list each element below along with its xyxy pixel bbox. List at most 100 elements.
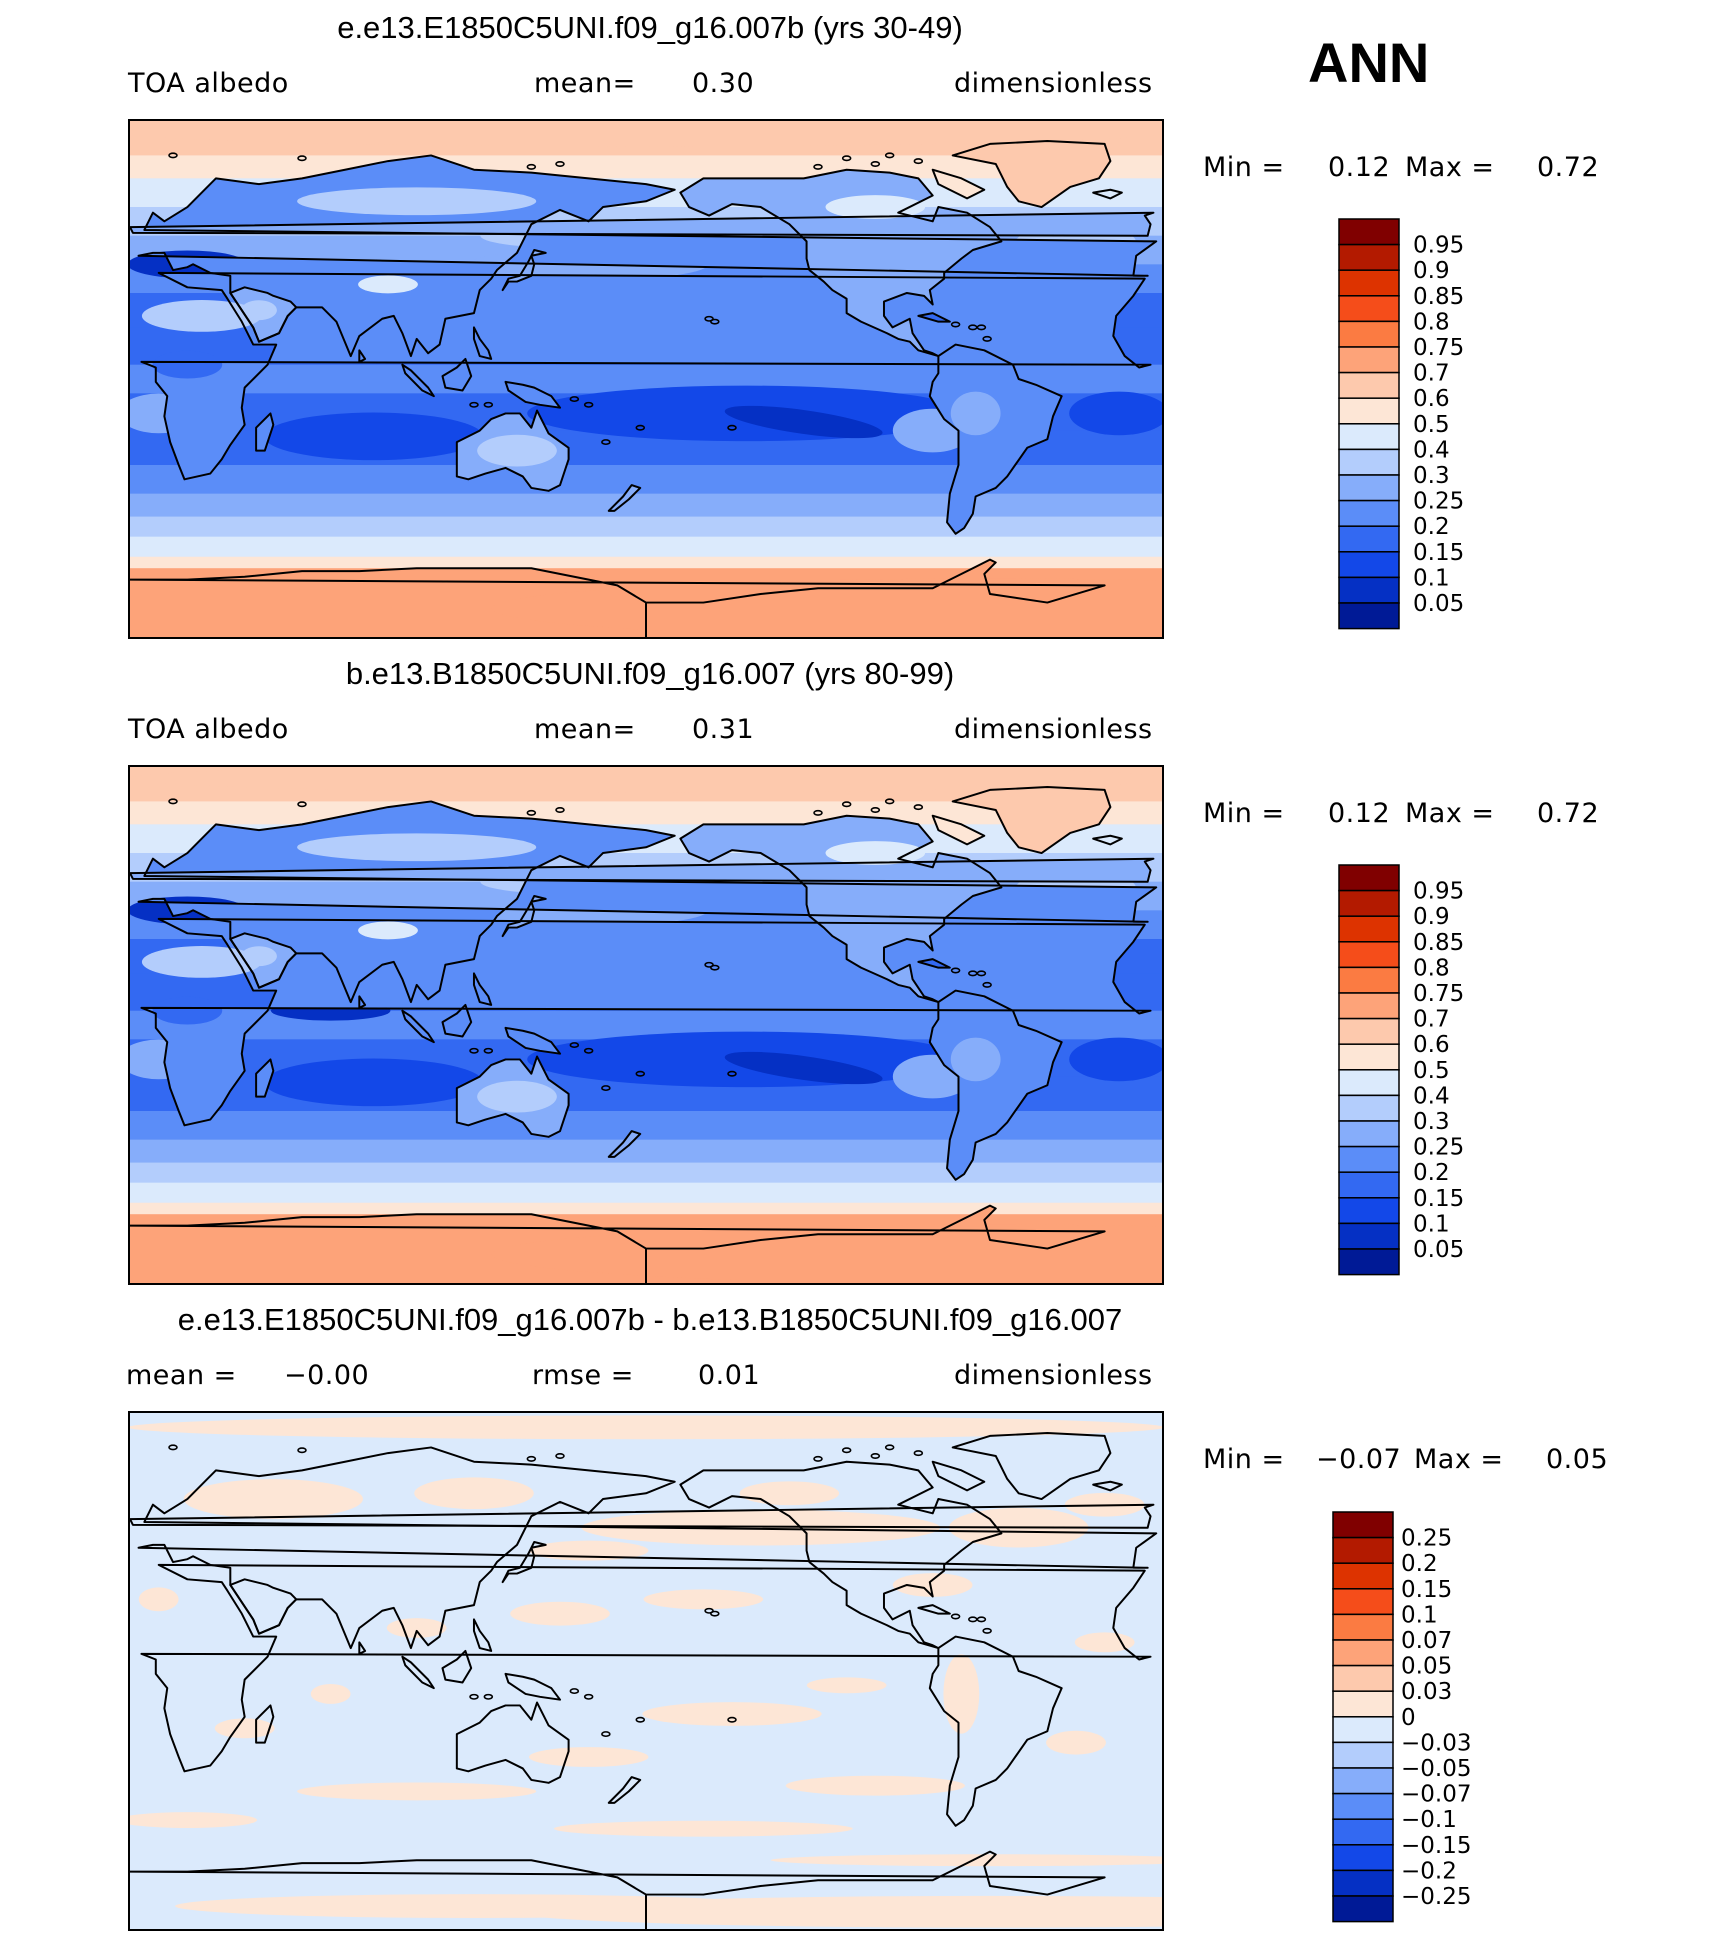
colorbar-segment [1338,966,1400,994]
colorbar: 0.950.90.850.80.750.70.60.50.40.30.250.2… [1338,218,1464,630]
colorbar-label: 0.9 [1413,258,1450,284]
colorbar-segment [1332,1664,1394,1692]
colorbar-label: −0.2 [1401,1858,1457,1884]
colorbar-label: 0.3 [1413,463,1450,489]
colorbar-segment [1338,243,1400,271]
mean-value: −0.00 [284,1360,370,1391]
colorbar-label: 0.15 [1413,1186,1464,1212]
colorbar-segment [1338,1043,1400,1071]
colorbar-label: 0.95 [1413,233,1464,259]
colorbar-label: 0.9 [1413,904,1450,930]
colorbar-segment [1332,1792,1394,1820]
colorbar-segment [1338,602,1400,630]
colorbar-segment [1332,1613,1394,1641]
colorbar-segment [1338,269,1400,297]
colorbar-label: 0.8 [1413,309,1450,335]
rmse-value: 0.01 [698,1360,761,1391]
colorbar-label: 0.4 [1413,1083,1450,1109]
colorbar: 0.250.20.150.10.070.050.030−0.03−0.05−0.… [1332,1511,1471,1923]
colorbar-segment [1332,1690,1394,1718]
colorbar-label: 0.2 [1401,1551,1438,1577]
colorbar-segment [1338,915,1400,943]
colorbar-segment [1338,1145,1400,1173]
colorbar-segment [1338,1094,1400,1122]
colorbar-segment [1338,1017,1400,1045]
colorbar-label: 0.6 [1413,1032,1450,1058]
colorbar-segment [1338,474,1400,502]
colorbar-segment [1332,1562,1394,1590]
colorbar-segment [1338,1171,1400,1199]
colorbar-segment [1338,1120,1400,1148]
colorbar-segment [1338,371,1400,399]
colorbar-segment [1338,992,1400,1020]
colorbar-segment [1332,1895,1394,1923]
panel-title: e.e13.E1850C5UNI.f09_g16.007b (yrs 30-49… [337,10,963,45]
max-label: Max = [1405,798,1495,829]
colorbar-segment [1338,499,1400,527]
colorbar-label: 0.1 [1413,1211,1450,1237]
colorbar-label: 0.1 [1413,565,1450,591]
max-label: Max = [1405,152,1495,183]
mean-label: mean = [126,1360,237,1391]
colorbar-label: 0.07 [1401,1628,1452,1654]
max-value: 0.05 [1546,1444,1609,1475]
colorbar-label: 0.2 [1413,514,1450,540]
variable-label: TOA albedo [128,68,289,99]
colorbar-label: 0.05 [1413,1237,1464,1263]
colorbar-label: 0.85 [1413,284,1464,310]
colorbar-label: 0.05 [1413,591,1464,617]
contour-map [130,121,1162,637]
units-label: dimensionless [954,714,1153,745]
colorbar-segment [1338,320,1400,348]
contour-map [130,1413,1162,1929]
colorbar-label: −0.25 [1401,1884,1471,1910]
colorbar-segment [1338,1248,1400,1276]
colorbar-segment [1338,1222,1400,1250]
colorbar-label: 0.03 [1401,1679,1452,1705]
colorbar-segment [1338,295,1400,323]
colorbar-segment [1338,941,1400,969]
colorbar-label: 0.4 [1413,437,1450,463]
colorbar-label: −0.15 [1401,1833,1471,1859]
colorbar-label: 0.75 [1413,335,1464,361]
colorbar-segment [1332,1767,1394,1795]
colorbar-segment [1332,1511,1394,1539]
colorbar-label: 0.2 [1413,1160,1450,1186]
colorbar-label: 0.3 [1413,1109,1450,1135]
mean-label: mean= [534,68,636,99]
colorbar-label: 0.05 [1401,1654,1452,1680]
min-label: Min = [1203,1444,1285,1475]
colorbar-label: 0.7 [1413,361,1450,387]
min-value: −0.07 [1316,1444,1402,1475]
colorbar-segment [1338,1069,1400,1097]
colorbar-label: 0.15 [1401,1577,1452,1603]
colorbar-label: −0.07 [1401,1782,1471,1808]
units-label: dimensionless [954,68,1153,99]
colorbar-segment [1332,1844,1394,1872]
colorbar-segment [1332,1869,1394,1897]
season-label: ANN [1308,31,1430,94]
contour-map [130,767,1162,1283]
map-panel [128,1411,1164,1931]
colorbar-segment [1332,1741,1394,1769]
colorbar-segment [1338,448,1400,476]
colorbar-segment [1338,551,1400,579]
colorbar-segment [1338,423,1400,451]
colorbar-label: 0.5 [1413,1058,1450,1084]
colorbar-segment [1338,889,1400,917]
min-label: Min = [1203,152,1285,183]
max-value: 0.72 [1537,798,1600,829]
colorbar-label: 0.75 [1413,981,1464,1007]
colorbar-label: 0.5 [1413,412,1450,438]
colorbar-segment [1332,1818,1394,1846]
colorbar-segment [1338,576,1400,604]
panel-title: e.e13.E1850C5UNI.f09_g16.007b - b.e13.B1… [177,1302,1123,1337]
min-value: 0.12 [1328,798,1391,829]
rmse-label: rmse = [532,1360,634,1391]
mean-label: mean= [534,714,636,745]
mean-value: 0.31 [692,714,755,745]
colorbar-label: 0.95 [1413,879,1464,905]
min-value: 0.12 [1328,152,1391,183]
colorbar-label: 0 [1401,1705,1416,1731]
colorbar-segment [1338,218,1400,246]
